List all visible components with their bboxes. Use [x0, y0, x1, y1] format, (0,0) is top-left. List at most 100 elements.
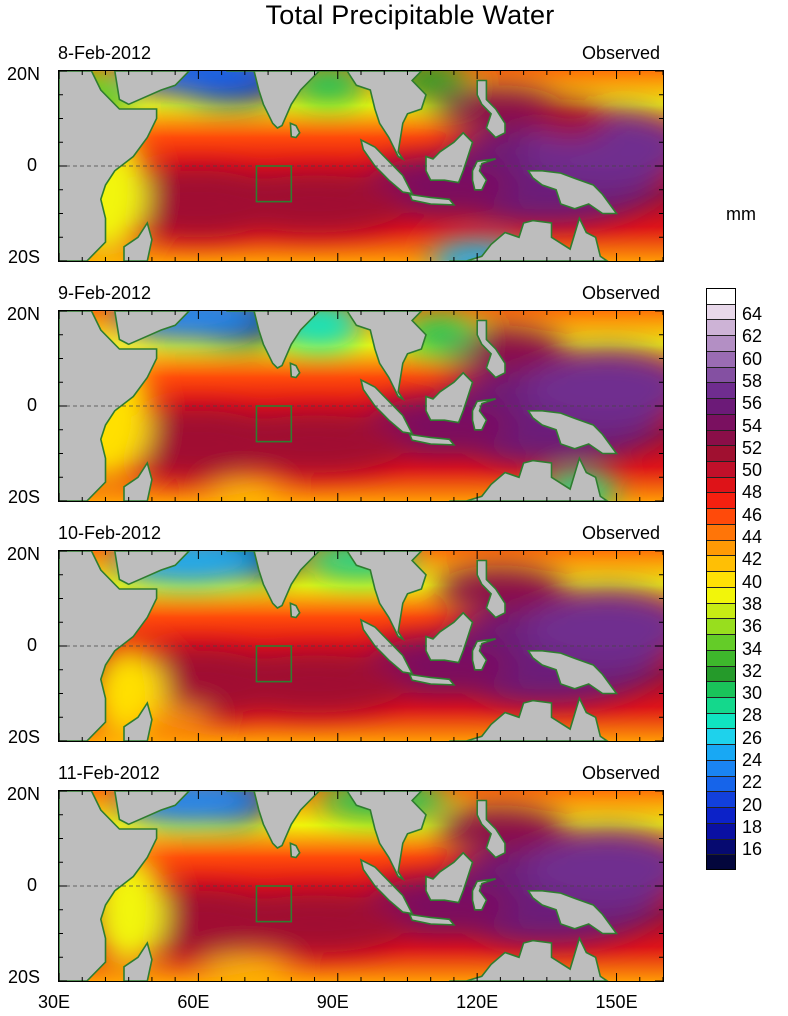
colorbar-swatch — [706, 523, 736, 541]
tpw-field — [59, 551, 663, 741]
colorbar-label: 48 — [742, 482, 763, 503]
latitude-label: 0 — [26, 635, 37, 655]
latitude-label: 20S — [7, 967, 40, 987]
longitude-label: 60E — [177, 992, 210, 1012]
colorbar-label: 56 — [742, 393, 763, 414]
land-mass — [226, 791, 427, 882]
land-mass — [471, 878, 496, 911]
axis-ticks — [59, 71, 663, 261]
land-mass — [476, 559, 506, 619]
land-mass — [526, 650, 619, 695]
colorbar-swatch — [706, 413, 736, 431]
colorbar-label: 28 — [742, 705, 763, 726]
land-mass — [113, 311, 191, 346]
colorbar-swatch — [706, 398, 736, 415]
colorbar-swatch — [706, 744, 736, 761]
land-mass — [59, 551, 158, 741]
land-mass — [289, 122, 301, 139]
analysis-box — [255, 885, 293, 923]
map-frame — [58, 550, 664, 742]
colorbar-swatch — [706, 476, 736, 493]
land-mass — [476, 799, 506, 859]
land-mass — [289, 602, 301, 619]
land-mass — [359, 378, 414, 435]
colorbar-label: 34 — [742, 638, 763, 659]
colorbar-swatch — [706, 634, 736, 651]
colorbar-swatch — [706, 508, 736, 525]
tpw-field — [59, 791, 663, 981]
land-mass — [449, 216, 609, 261]
latitude-label: 20N — [6, 304, 40, 324]
tpw-field — [59, 71, 663, 261]
map-panel: 10-Feb-2012 Observed 20N 0 20S — [0, 523, 788, 775]
colorbar-label: 58 — [742, 370, 763, 391]
colorbar-swatch — [706, 288, 736, 305]
land-mass — [425, 371, 474, 424]
moisture-region — [435, 805, 566, 853]
analysis-box — [255, 645, 293, 683]
land-mass — [471, 638, 496, 671]
axis-ticks — [59, 551, 663, 741]
map-panel: 11-Feb-2012 Observed 20N 0 20S — [0, 763, 788, 1015]
figure-title: Total Precipitable Water — [265, 0, 555, 30]
land-mass — [471, 158, 496, 191]
colorbar-label: 64 — [742, 304, 763, 324]
colorbar-swatch — [706, 681, 736, 698]
axis-ticks — [59, 791, 663, 981]
colorbar-label: 22 — [742, 772, 763, 793]
panel-status: Observed — [581, 43, 660, 63]
moisture-region — [435, 565, 566, 613]
colorbar-label: 24 — [742, 750, 763, 770]
dry-region — [198, 957, 292, 981]
map-panel: 9-Feb-2012 Observed 20N 0 20S — [0, 283, 788, 535]
moisture-region — [435, 85, 566, 133]
colorbar-label: 62 — [742, 326, 763, 347]
land-mass — [59, 311, 158, 501]
land-mass — [425, 131, 474, 184]
land-mass — [471, 398, 496, 431]
land-mass — [476, 79, 506, 139]
colorbar-label: 40 — [742, 571, 763, 592]
panel-date: 9-Feb-2012 — [58, 283, 152, 303]
latitude-label: 20N — [6, 784, 40, 804]
colorbar-swatch — [706, 602, 736, 619]
colorbar-label: 36 — [742, 616, 763, 637]
colorbar-swatch — [706, 854, 736, 871]
land-mass — [123, 461, 153, 501]
moisture-region — [114, 170, 283, 238]
dry-region — [137, 707, 213, 737]
colorbar-swatch — [706, 445, 736, 462]
land-mass — [425, 851, 474, 904]
land-mass — [59, 71, 158, 261]
analysis-box — [255, 405, 293, 443]
colorbar-swatch — [706, 712, 736, 729]
colorbar-swatch — [706, 618, 736, 635]
latitude-label: 20N — [6, 64, 40, 84]
colorbar-label: 52 — [742, 437, 763, 458]
colorbar-swatch — [706, 492, 736, 509]
dry-region — [207, 482, 283, 501]
land-mass — [59, 791, 158, 981]
colorbar-label: 38 — [742, 593, 763, 614]
map-panel: 8-Feb-2012 Observed 20N 0 20S — [0, 43, 788, 295]
colorbar-swatch — [706, 649, 736, 666]
units-label: mm — [726, 204, 756, 224]
latitude-label: 0 — [26, 875, 37, 895]
land-mass — [476, 319, 506, 379]
map-frame — [58, 310, 664, 502]
longitude-label: 90E — [316, 992, 349, 1012]
land-mass — [408, 433, 456, 446]
land-mass — [359, 138, 414, 195]
colorbar-swatch — [706, 539, 736, 556]
longitude-label: 30E — [38, 992, 71, 1012]
colorbar-swatch — [706, 571, 736, 588]
land-mass — [226, 551, 427, 642]
colorbar-label: 44 — [742, 527, 763, 547]
colorbar-swatch — [706, 461, 736, 478]
colorbar-label: 54 — [742, 415, 763, 436]
colorbar-label: 20 — [742, 794, 763, 815]
latitude-label: 20S — [7, 487, 40, 507]
colorbar-swatch — [706, 791, 736, 808]
colorbar-swatch — [706, 366, 736, 383]
latitude-label: 0 — [26, 395, 37, 415]
